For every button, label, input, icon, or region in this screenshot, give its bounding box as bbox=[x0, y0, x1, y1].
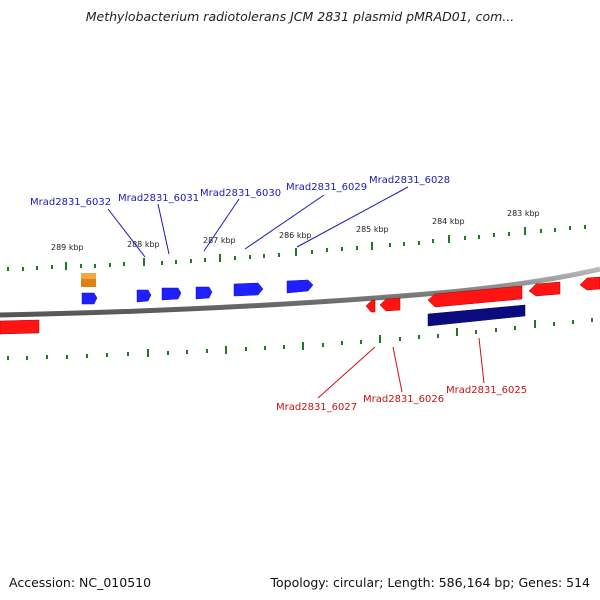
accession-label: Accession: NC_010510 bbox=[9, 575, 152, 590]
gene-block-reverse[interactable] bbox=[0, 319, 40, 335]
ruler-tick-label: 288 kbp bbox=[127, 240, 160, 249]
gene-label-forward[interactable]: Mrad2831_6031 bbox=[118, 193, 199, 204]
gene-label-forward[interactable]: Mrad2831_6032 bbox=[30, 197, 111, 208]
ruler-tick-label: 286 kbp bbox=[279, 231, 312, 240]
map-title: Methylobacterium radiotolerans JCM 2831 … bbox=[85, 9, 515, 24]
gene-arrow-reverse[interactable] bbox=[427, 285, 523, 308]
ruler-tick-label: 284 kbp bbox=[432, 217, 465, 226]
plasmid-backbone bbox=[0, 266, 600, 318]
gene-label-reverse[interactable]: Mrad2831_6026 bbox=[363, 394, 444, 405]
gene-arrow-forward[interactable] bbox=[161, 287, 182, 301]
gene-arrow-reverse[interactable] bbox=[579, 276, 600, 291]
reverse-callout-lines bbox=[317, 337, 485, 399]
plasmid-summary: Topology: circular; Length: 586,164 bp; … bbox=[270, 575, 591, 590]
gene-arrow-forward[interactable] bbox=[286, 279, 314, 294]
gene-label-reverse[interactable]: Mrad2831_6025 bbox=[446, 385, 527, 396]
gene-label-reverse[interactable]: Mrad2831_6027 bbox=[276, 402, 357, 413]
ruler-tick-label: 285 kbp bbox=[356, 225, 389, 234]
forward-genes bbox=[81, 279, 314, 305]
gene-arrow-forward[interactable] bbox=[195, 286, 213, 300]
reverse-genes bbox=[0, 276, 600, 335]
ruler-tick-label: 283 kbp bbox=[507, 209, 540, 218]
gene-arrow-forward[interactable] bbox=[233, 282, 264, 297]
gene-arrow-reverse[interactable] bbox=[379, 297, 401, 312]
gene-label-forward[interactable]: Mrad2831_6030 bbox=[200, 188, 281, 199]
orange-feature[interactable] bbox=[81, 273, 96, 287]
upper-scale-track bbox=[7, 225, 586, 271]
highlighted-gene-block[interactable] bbox=[427, 304, 526, 327]
ruler-tick-label: 287 kbp bbox=[203, 236, 236, 245]
gene-arrow-forward[interactable] bbox=[136, 289, 152, 303]
forward-callout-lines bbox=[107, 186, 409, 258]
gene-arrow-reverse[interactable] bbox=[528, 281, 561, 297]
gene-label-forward[interactable]: Mrad2831_6029 bbox=[286, 182, 367, 193]
lower-scale-track bbox=[7, 318, 593, 360]
gene-label-forward[interactable]: Mrad2831_6028 bbox=[369, 175, 450, 186]
gene-arrow-forward[interactable] bbox=[81, 292, 98, 305]
gene-arrow-reverse[interactable] bbox=[365, 299, 376, 313]
ruler-tick-label: 289 kbp bbox=[51, 243, 84, 252]
